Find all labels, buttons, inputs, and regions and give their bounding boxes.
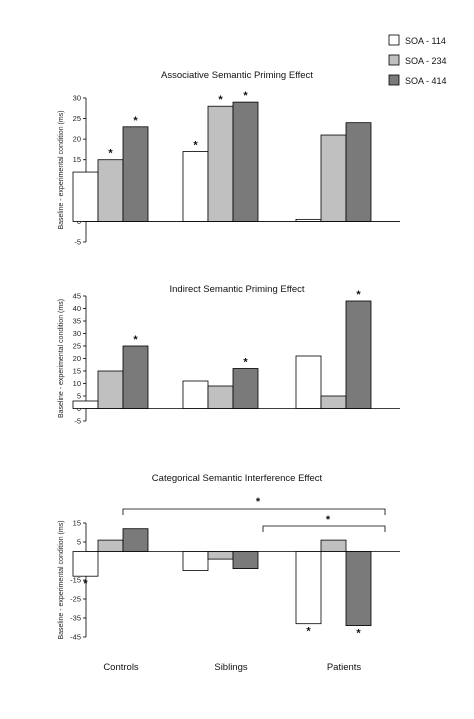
y-tick-label: -45	[70, 633, 81, 642]
y-tick-label: 25	[73, 342, 81, 351]
y-tick-label: 40	[73, 304, 81, 313]
y-tick-label: 5	[77, 392, 81, 401]
chart-panel-2: Indirect Semantic Priming Effect-5051015…	[58, 284, 400, 426]
significance-star: *	[243, 357, 248, 369]
y-tick-label: -5	[74, 238, 81, 247]
group-label: Controls	[103, 662, 139, 673]
bar	[182, 151, 209, 222]
bar	[122, 126, 149, 222]
bar	[345, 122, 372, 222]
significance-star: *	[243, 90, 248, 102]
bar	[97, 370, 124, 409]
significance-bracket	[122, 508, 386, 515]
legend-item: SOA - 114	[388, 34, 446, 46]
bar	[122, 345, 149, 409]
significance-star: *	[356, 628, 361, 640]
y-tick-label: 15	[73, 367, 81, 376]
group-label: Siblings	[214, 662, 248, 673]
significance-star: *	[108, 148, 113, 160]
bar	[320, 539, 347, 552]
y-tick-label: 15	[73, 155, 81, 164]
legend-swatch	[388, 54, 400, 66]
bar	[232, 101, 259, 222]
bar	[320, 134, 347, 222]
y-tick-label: -35	[70, 614, 81, 623]
bar	[182, 380, 209, 409]
significance-star: *	[83, 578, 88, 590]
y-axis-label: Baseline - experimental condition (ms)	[58, 110, 65, 229]
significance-star: *	[133, 115, 138, 127]
y-tick-label: 10	[73, 379, 81, 388]
legend-item: SOA - 414	[388, 74, 447, 86]
bar	[72, 400, 99, 409]
group-label: Patients	[327, 662, 362, 673]
legend-swatch	[388, 34, 400, 46]
bar	[207, 385, 234, 409]
bracket-star: *	[256, 496, 261, 508]
y-tick-label: 15	[73, 519, 81, 528]
bar	[97, 539, 124, 552]
bar	[232, 551, 259, 570]
significance-star: *	[133, 334, 138, 346]
legend-swatch	[388, 74, 400, 86]
bar	[182, 551, 209, 571]
significance-star: *	[356, 289, 361, 301]
significance-star: *	[218, 94, 223, 106]
y-tick-label: 30	[73, 94, 81, 103]
bar	[320, 395, 347, 409]
y-axis-label: Baseline - experimental condition (ms)	[58, 299, 65, 418]
bar	[345, 551, 372, 626]
bar	[345, 300, 372, 409]
y-tick-label: 20	[73, 135, 81, 144]
chart-panel-3: Categorical Semantic Interference Effect…	[58, 473, 400, 642]
y-tick-label: -15	[70, 576, 81, 585]
bar	[295, 218, 322, 222]
legend-label: SOA - 234	[405, 56, 447, 66]
bar	[72, 171, 99, 222]
legend-label: SOA - 114	[405, 36, 446, 46]
bar	[207, 551, 234, 560]
y-tick-label: 35	[73, 317, 81, 326]
bar	[207, 105, 234, 222]
chart-title: Associative Semantic Priming Effect	[161, 70, 313, 81]
bar	[295, 355, 322, 409]
y-axis-label: Baseline - experimental condition (ms)	[58, 520, 65, 639]
y-tick-label: 45	[73, 292, 81, 301]
bar	[97, 159, 124, 222]
y-tick-label: 30	[73, 329, 81, 338]
legend-item: SOA - 234	[388, 54, 447, 66]
significance-bracket	[262, 525, 386, 532]
bar	[232, 368, 259, 409]
legend-label: SOA - 414	[405, 76, 447, 86]
bar	[122, 528, 149, 552]
bracket-star: *	[326, 514, 331, 526]
chart-title: Indirect Semantic Priming Effect	[170, 284, 305, 295]
y-tick-label: 5	[77, 538, 81, 547]
bar	[295, 551, 322, 625]
significance-star: *	[193, 139, 198, 151]
y-tick-label: -25	[70, 595, 81, 604]
y-tick-label: -5	[74, 417, 81, 426]
y-tick-label: 25	[73, 114, 81, 123]
significance-star: *	[306, 626, 311, 638]
chart-title: Categorical Semantic Interference Effect	[152, 473, 323, 484]
y-tick-label: 20	[73, 354, 81, 363]
bar	[72, 551, 99, 577]
chart-panel-1: Associative Semantic Priming Effect-5051…	[58, 70, 400, 247]
